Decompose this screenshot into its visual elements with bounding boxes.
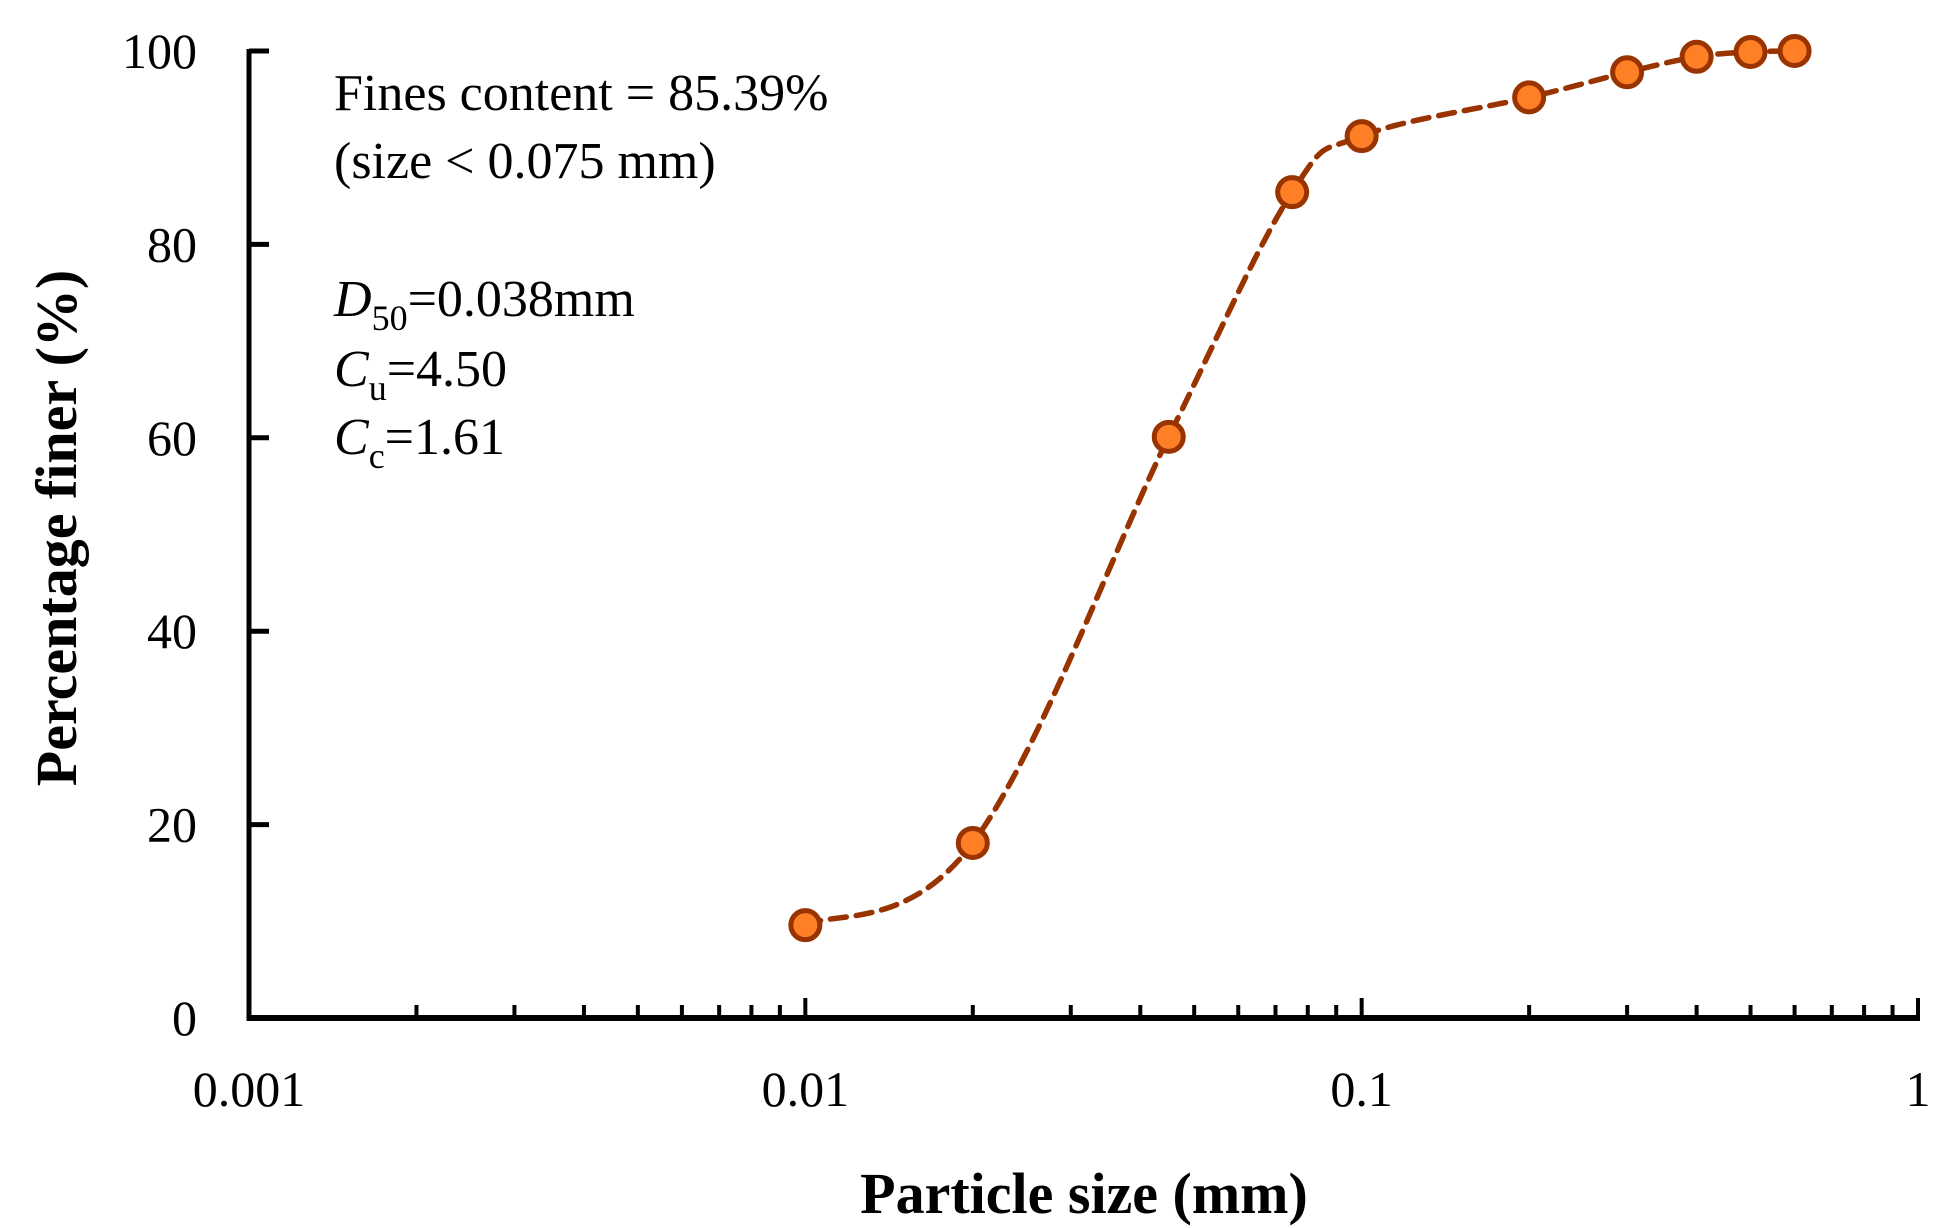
data-point-marker xyxy=(1275,175,1310,210)
y-tick-label: 60 xyxy=(147,410,197,466)
data-point-marker xyxy=(955,825,990,860)
data-point-marker xyxy=(1610,55,1645,90)
cc-symbol: C xyxy=(334,409,370,466)
y-tick-label: 100 xyxy=(122,23,197,79)
data-point-marker xyxy=(1733,34,1768,69)
y-tick-label: 80 xyxy=(147,216,197,272)
x-tick-label: 0.01 xyxy=(762,1061,850,1117)
cu-text: Cu=4.50 xyxy=(334,341,507,408)
fines-content-text: Fines content = 85.39% xyxy=(334,65,828,122)
cu-symbol: C xyxy=(334,341,370,398)
data-point-marker xyxy=(1679,39,1714,74)
d50-symbol: D xyxy=(333,271,372,328)
d50-subscript: 50 xyxy=(372,298,408,338)
cu-subscript: u xyxy=(369,368,387,408)
data-point-marker xyxy=(1777,34,1812,68)
data-point-marker xyxy=(1512,80,1547,115)
data-point-marker xyxy=(1151,419,1186,454)
y-tick-label: 0 xyxy=(172,990,197,1046)
y-axis-ticks: 0 20 40 60 80 100 xyxy=(122,23,269,1046)
cc-subscript: c xyxy=(369,436,385,476)
data-point-marker xyxy=(788,908,823,943)
data-point-marker xyxy=(1344,119,1379,154)
y-tick-label: 20 xyxy=(147,797,197,853)
cu-value: =4.50 xyxy=(387,341,507,398)
y-tick-label: 40 xyxy=(147,603,197,659)
annotation-block: Fines content = 85.39% (size < 0.075 mm)… xyxy=(333,65,828,476)
x-axis-title: Particle size (mm) xyxy=(860,1161,1308,1226)
x-tick-label: 1 xyxy=(1906,1061,1931,1117)
x-tick-label: 0.001 xyxy=(193,1061,306,1117)
x-axis-ticks: 0.001 0.01 0.1 1 xyxy=(193,998,1931,1117)
series-line xyxy=(802,48,1798,928)
d50-value: =0.038mm xyxy=(408,271,635,328)
cc-value: =1.61 xyxy=(385,409,505,466)
axes: 0.001 0.01 0.1 1 0 20 40 60 80 100 xyxy=(122,23,1931,1117)
fines-size-note: (size < 0.075 mm) xyxy=(334,133,716,190)
data-series xyxy=(788,34,1812,943)
d50-text: D50=0.038mm xyxy=(333,271,635,338)
cc-text: Cc=1.61 xyxy=(334,409,505,476)
y-axis-title: Percentage finer (%) xyxy=(24,270,89,786)
x-tick-label: 0.1 xyxy=(1330,1061,1393,1117)
